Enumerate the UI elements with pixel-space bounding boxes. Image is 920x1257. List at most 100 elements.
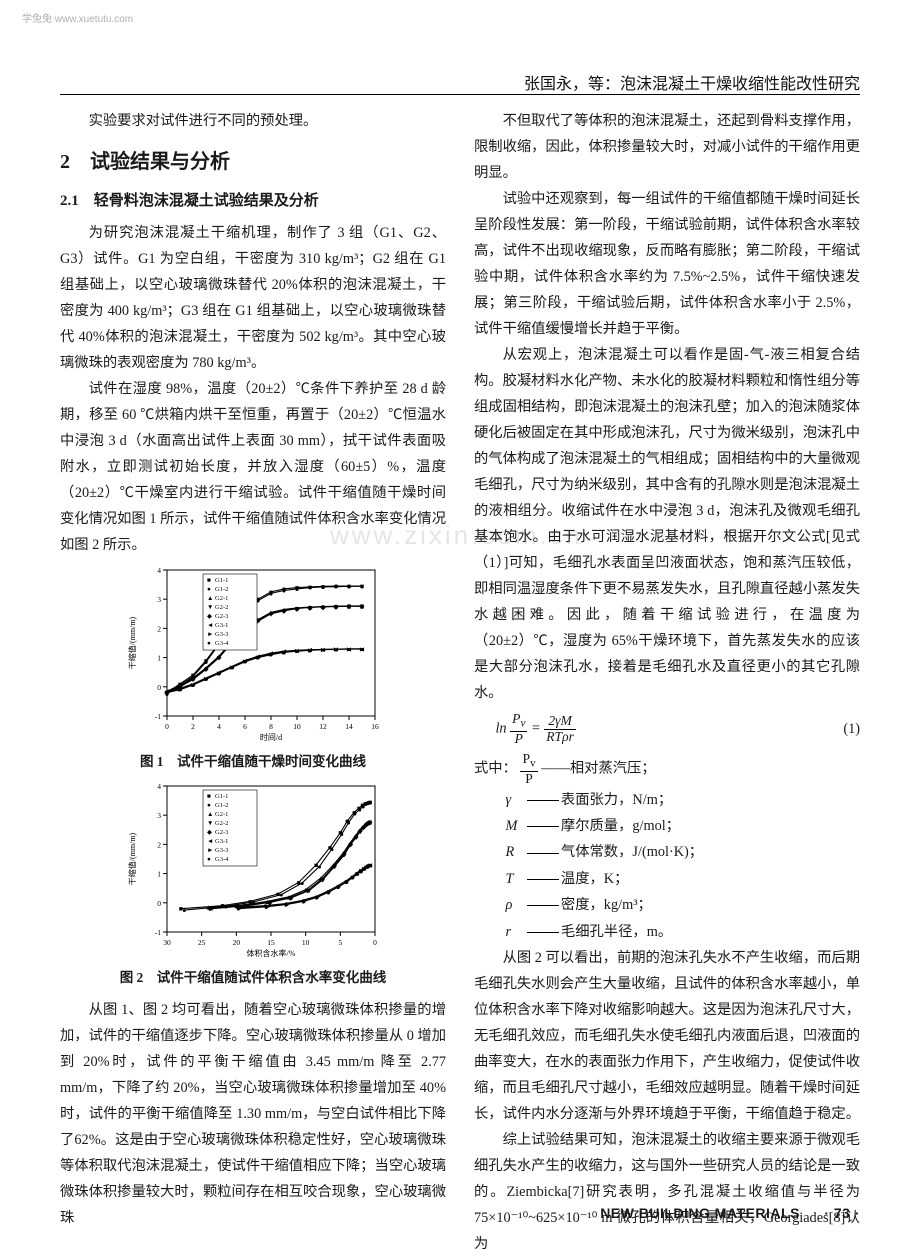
svg-text:●: ●: [330, 846, 334, 854]
para: 从图 1、图 2 均可看出，随着空心玻璃微珠体积掺量的增加，试件的干缩值逐步下降…: [60, 997, 446, 1231]
svg-text:●: ●: [230, 664, 234, 672]
svg-text:干缩值/(mm/m): 干缩值/(mm/m): [127, 833, 137, 886]
svg-text:●: ●: [282, 587, 286, 595]
svg-text:◆: ◆: [307, 604, 313, 612]
where-label: 式中： PvP ——相对蒸汽压；: [474, 752, 860, 786]
svg-text:◆: ◆: [331, 863, 337, 871]
equation-body: ln PvP = 2γMRTρr: [495, 712, 575, 746]
svg-text:◆: ◆: [294, 605, 300, 613]
svg-text:16: 16: [371, 722, 379, 731]
svg-text:0: 0: [373, 938, 377, 947]
para: 不但取代了等体积的泡沫混凝土，还起到骨料支撑作用，限制收缩，因此，体积掺量较大时…: [474, 108, 860, 186]
svg-text:●: ●: [264, 904, 268, 912]
svg-text:8: 8: [269, 722, 273, 731]
svg-text:◆: ◆: [268, 610, 274, 618]
running-header: 张国永，等：泡沫混凝土干燥收缩性能改性研究: [524, 70, 860, 94]
svg-text:G2-3: G2-3: [215, 613, 228, 620]
para: 试件在湿度 98%，温度（20±2）℃条件下养护至 28 d 龄期，移至 60 …: [60, 376, 446, 558]
svg-text:●: ●: [350, 875, 354, 883]
svg-text:●: ●: [347, 583, 351, 591]
svg-text:1: 1: [157, 654, 161, 663]
svg-text:●: ●: [207, 856, 211, 863]
svg-text:◆: ◆: [207, 905, 213, 913]
figure-1-chart: 0246810121416-101234时间/d干缩值/(mm/m)■■■■■■…: [123, 564, 383, 744]
svg-text:1: 1: [157, 870, 161, 879]
para: 从宏观上，泡沫混凝土可以看作是固-气-液三相复合结构。胶凝材料水化产物、未水化的…: [474, 342, 860, 706]
svg-text:G2-3: G2-3: [215, 829, 228, 836]
svg-text:▼: ▼: [207, 820, 213, 827]
svg-text:●: ●: [243, 658, 247, 666]
var-gamma: γ表面张力，N/m；: [505, 787, 860, 813]
var-rho: ρ密度，kg/m³；: [505, 892, 860, 918]
right-column: 不但取代了等体积的泡沫混凝土，还起到骨料支撑作用，限制收缩，因此，体积掺量较大时…: [474, 108, 860, 1257]
svg-text:●: ●: [344, 879, 348, 887]
svg-text:●: ●: [368, 799, 372, 807]
eq-ln: ln: [495, 721, 506, 737]
svg-text:●: ●: [353, 811, 357, 819]
svg-text:25: 25: [198, 938, 206, 947]
svg-text:G2-2: G2-2: [215, 820, 228, 827]
para: 从图 2 可以看出，前期的泡沫孔失水不产生收缩，而后期毛细孔失水则会产生大量收缩…: [474, 945, 860, 1127]
svg-text:●: ●: [204, 676, 208, 684]
svg-text:2: 2: [157, 624, 161, 633]
var-M: M摩尔质量，g/mol；: [505, 813, 860, 839]
watermark-top: 学兔兔 www.xuetutu.com: [22, 10, 133, 25]
svg-text:●: ●: [334, 583, 338, 591]
svg-text:●: ●: [321, 646, 325, 654]
svg-text:●: ●: [282, 649, 286, 657]
pv-over-p: PvP: [520, 752, 537, 786]
where-text: 式中：: [474, 761, 517, 777]
svg-text:●: ●: [207, 586, 211, 593]
svg-text:●: ●: [315, 895, 319, 903]
svg-text:◄: ◄: [207, 622, 213, 629]
svg-text:◆: ◆: [320, 876, 326, 884]
svg-text:◆: ◆: [341, 851, 347, 859]
svg-text:●: ●: [336, 884, 340, 892]
svg-text:●: ●: [217, 670, 221, 678]
svg-text:时间/d: 时间/d: [260, 732, 282, 742]
svg-text:●: ●: [301, 898, 305, 906]
svg-text:2: 2: [191, 722, 195, 731]
svg-text:●: ●: [368, 862, 372, 870]
svg-text:●: ●: [360, 583, 364, 591]
svg-text:◄: ◄: [207, 838, 213, 845]
svg-text:10: 10: [302, 938, 310, 947]
figure-2-chart: 051015202530-101234体积含水率/%干缩值/(mm/m)■■■■…: [123, 780, 383, 960]
pv-desc: ——相对蒸汽压；: [541, 761, 655, 777]
svg-text:◆: ◆: [359, 603, 365, 611]
svg-text:干缩值/(mm/m): 干缩值/(mm/m): [127, 616, 137, 669]
svg-text:◆: ◆: [320, 603, 326, 611]
svg-text:30: 30: [163, 938, 171, 947]
svg-text:G1-2: G1-2: [215, 802, 228, 809]
var-T: T温度，K；: [505, 866, 860, 892]
svg-text:●: ●: [269, 590, 273, 598]
var-R: R气体常数，J/(mol·K)；: [505, 839, 860, 865]
svg-text:G3-1: G3-1: [215, 838, 228, 845]
para: 试验中还观察到，每一组试件的干缩值都随干燥时间延长呈阶段性发展：第一阶段，干缩试…: [474, 186, 860, 342]
svg-text:●: ●: [165, 689, 169, 697]
para: 实验要求对试件进行不同的预处理。: [60, 108, 446, 134]
svg-text:●: ●: [178, 686, 182, 694]
svg-text:◆: ◆: [203, 665, 209, 673]
svg-text:●: ●: [256, 654, 260, 662]
svg-text:▲: ▲: [207, 811, 213, 818]
svg-text:●: ●: [360, 646, 364, 654]
journal-name: NEW BUILDING MATERIALS: [600, 1205, 800, 1221]
svg-text:G1-1: G1-1: [215, 577, 228, 584]
svg-text:G3-4: G3-4: [215, 640, 229, 647]
svg-text:体积含水率/%: 体积含水率/%: [247, 948, 296, 958]
svg-text:▲: ▲: [207, 595, 213, 602]
svg-text:14: 14: [345, 722, 353, 731]
svg-text:■: ■: [207, 577, 211, 584]
svg-text:-1: -1: [155, 712, 161, 721]
svg-text:●: ●: [295, 648, 299, 656]
svg-text:●: ●: [347, 646, 351, 654]
svg-text:►: ►: [207, 847, 213, 854]
svg-text:◆: ◆: [281, 607, 287, 615]
svg-text:●: ●: [321, 583, 325, 591]
svg-text:G3-4: G3-4: [215, 856, 229, 863]
svg-text:-1: -1: [155, 928, 161, 937]
page-number: · 73 ·: [824, 1205, 860, 1221]
content-area: 实验要求对试件进行不同的预处理。 2 试验结果与分析 2.1 轻骨料泡沫混凝土试…: [60, 108, 860, 1257]
var-r: r毛细孔半径，m。: [505, 919, 860, 945]
